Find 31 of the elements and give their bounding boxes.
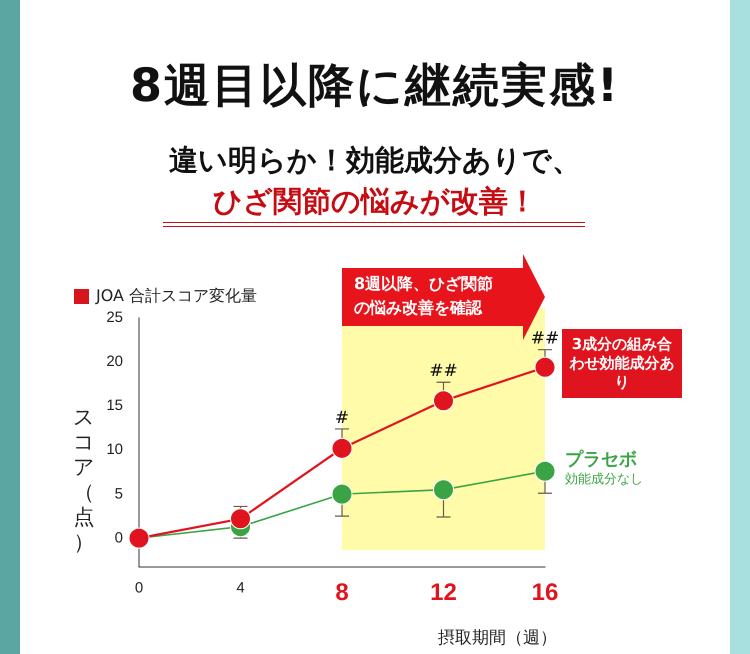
point xyxy=(332,438,352,459)
series-label: プラセボ xyxy=(565,448,637,472)
x-tick-label: 4 xyxy=(236,579,245,596)
annotation: # xyxy=(334,408,350,428)
text: JOA 合計スコア変化量 xyxy=(96,286,258,307)
x-axis-title: 摂取期間（週） xyxy=(438,627,557,649)
x-tick-label: 0 xyxy=(134,579,144,596)
x-tick-label: 16 xyxy=(532,579,558,606)
text: ひざ関節の悩みが改善！ xyxy=(212,183,538,220)
point xyxy=(332,484,352,505)
point xyxy=(433,479,454,500)
series-label: 3成分の組み合わせ効能成分あり xyxy=(562,329,682,398)
band-label: 8週以降、ひざ関節の悩み改善を確認 xyxy=(354,274,494,318)
x-tick-label: 8 xyxy=(335,579,349,606)
chart-subtitle: 違い明らか！効能成分ありで、 xyxy=(168,142,582,179)
y-axis-title: スコア（点） xyxy=(72,405,96,555)
point xyxy=(534,356,556,378)
point xyxy=(230,508,251,530)
point xyxy=(534,460,556,482)
point xyxy=(433,390,454,412)
annotation: ## xyxy=(530,328,560,349)
y-tick-label: 0 xyxy=(114,529,123,546)
chart-title: 8週目以降に継続実感! xyxy=(129,57,621,114)
y-tick-label: 20 xyxy=(106,353,123,370)
y-tick-label: 10 xyxy=(106,441,123,458)
y-tick-label: 5 xyxy=(114,485,123,502)
annotation: 効能成分なし xyxy=(565,471,643,488)
y-tick-label: 15 xyxy=(106,397,123,414)
y-tick-label: 25 xyxy=(106,309,123,326)
x-tick-label: 12 xyxy=(430,579,457,606)
annotation: ## xyxy=(429,361,458,382)
